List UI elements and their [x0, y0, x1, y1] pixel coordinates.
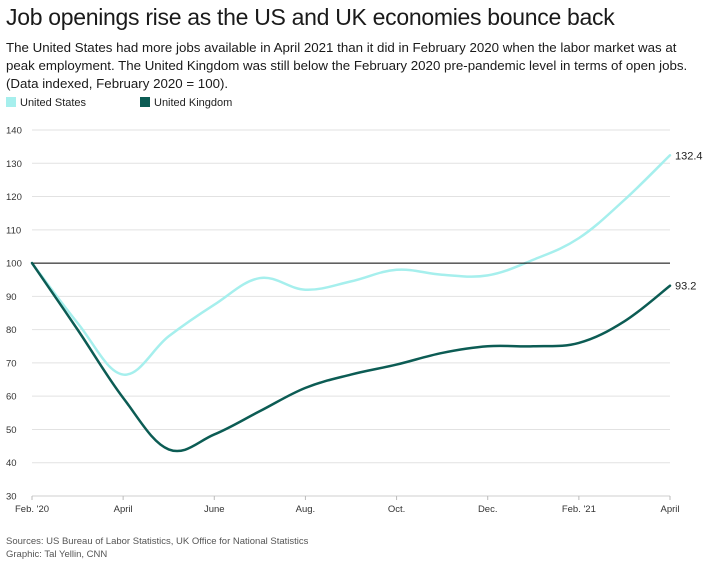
y-tick-label: 110: [6, 225, 21, 236]
x-tick-label: Feb. '20: [15, 504, 49, 515]
chart-footer: Sources: US Bureau of Labor Statistics, …: [6, 535, 308, 561]
y-tick-label: 70: [6, 358, 17, 369]
x-tick-label: April: [114, 504, 133, 515]
graphic-credit: Graphic: Tal Yellin, CNN: [6, 549, 108, 560]
legend-swatch-uk: [140, 97, 150, 107]
chart-title: Job openings rise as the US and UK econo…: [6, 4, 615, 30]
series-line-us: [30, 154, 672, 376]
sources-note: Sources: US Bureau of Labor Statistics, …: [6, 536, 309, 547]
end-label-uk: 93.2: [675, 281, 696, 293]
y-tick-label: 120: [6, 192, 22, 203]
y-tick-label: 130: [6, 159, 22, 170]
line-chart: 30 40 50 60 70 80 90 100 110 120 130 140 Feb. '20 Apr…: [6, 126, 703, 516]
legend-label-uk: United Kingdom: [154, 97, 233, 109]
x-tick-label: Feb. '21: [562, 504, 596, 515]
chart-subtitle: The United States had more jobs availabl…: [6, 40, 688, 91]
end-label-us: 132.4: [675, 150, 703, 162]
series-line-uk: [30, 261, 672, 453]
y-tick-label: 40: [6, 458, 17, 469]
y-tick-label: 90: [6, 292, 17, 303]
y-tick-label: 30: [6, 492, 17, 503]
x-tick-label: Dec.: [478, 504, 498, 515]
y-tick-label: 60: [6, 392, 17, 403]
x-tick-label: June: [204, 504, 225, 515]
y-tick-label: 140: [6, 126, 22, 137]
y-tick-label: 100: [6, 259, 22, 270]
x-tick-label: Oct.: [388, 504, 405, 515]
legend-item-uk: United Kingdom: [140, 97, 232, 109]
legend-swatch-us: [6, 97, 16, 107]
y-tick-label: 50: [6, 425, 17, 436]
y-tick-label: 80: [6, 325, 17, 336]
legend-label-us: United States: [20, 97, 87, 109]
legend-item-us: United States: [6, 97, 86, 109]
x-tick-label: Aug.: [296, 504, 316, 515]
x-tick-label: April: [660, 504, 679, 515]
